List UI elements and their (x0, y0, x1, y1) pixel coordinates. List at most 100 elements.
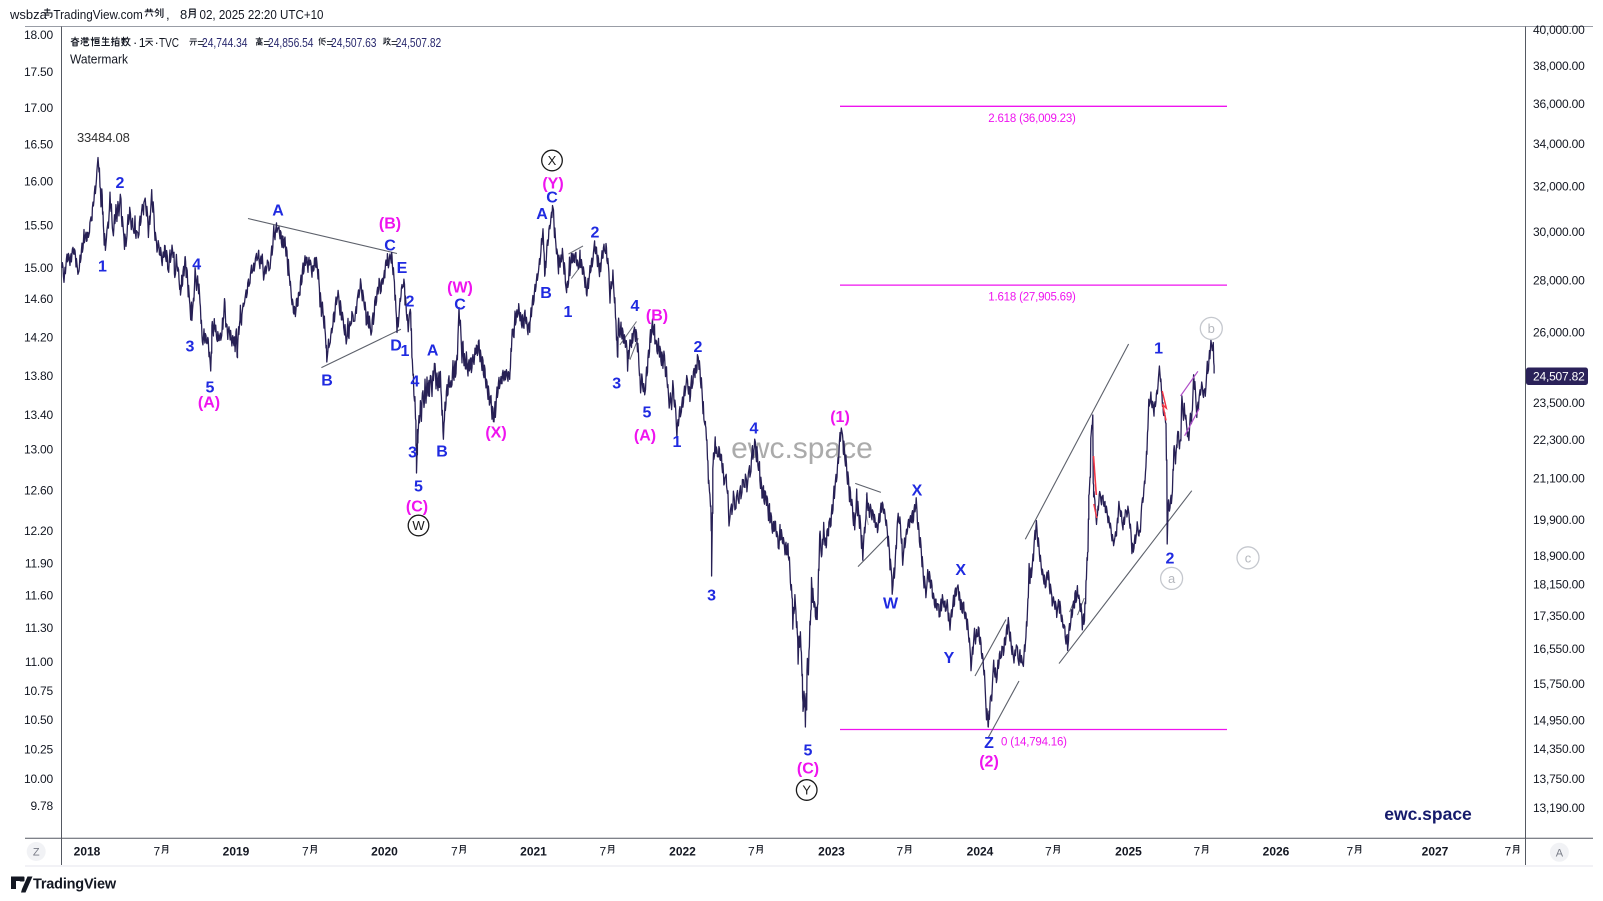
svg-text:38,000.00: 38,000.00 (1533, 59, 1585, 73)
svg-text:0 (14,794.16): 0 (14,794.16) (1001, 737, 1067, 749)
svg-text:Watermark: Watermark (70, 52, 128, 67)
svg-text:=: = (391, 38, 398, 50)
svg-text:7: 7 (451, 845, 458, 859)
svg-text:9.78: 9.78 (30, 799, 53, 813)
svg-text:7: 7 (302, 845, 309, 859)
svg-text:11.60: 11.60 (25, 588, 54, 602)
svg-text:2018: 2018 (74, 845, 101, 859)
svg-text:2: 2 (694, 339, 703, 356)
svg-text:24,856.54: 24,856.54 (268, 36, 314, 50)
svg-text:21,100.00: 21,100.00 (1533, 472, 1585, 486)
svg-text:2: 2 (406, 294, 415, 311)
svg-text:·: · (133, 35, 137, 50)
svg-text:24,507.82: 24,507.82 (1533, 370, 1585, 384)
svg-text:36,000.00: 36,000.00 (1533, 97, 1585, 111)
svg-text:10.75: 10.75 (24, 684, 54, 698)
svg-text:Z: Z (984, 735, 994, 752)
svg-text:4: 4 (631, 298, 640, 315)
svg-text:(A): (A) (198, 395, 220, 412)
svg-text:5: 5 (206, 380, 215, 397)
svg-text:4: 4 (192, 257, 201, 274)
svg-text:,: , (166, 7, 170, 22)
svg-text:(1): (1) (830, 409, 850, 426)
svg-text:c: c (1245, 550, 1252, 565)
svg-text:A: A (427, 343, 439, 360)
svg-text:26,000.00: 26,000.00 (1533, 325, 1585, 339)
svg-text:10.25: 10.25 (24, 743, 54, 757)
svg-text:7: 7 (1194, 845, 1201, 859)
svg-text:2: 2 (1166, 551, 1175, 568)
svg-text:3: 3 (186, 339, 195, 356)
svg-text:28,000.00: 28,000.00 (1533, 273, 1585, 287)
svg-text:4: 4 (411, 374, 420, 391)
svg-text:3: 3 (612, 376, 621, 393)
svg-text:b: b (1208, 321, 1215, 336)
svg-text:11.30: 11.30 (25, 621, 54, 635)
svg-text:30,000.00: 30,000.00 (1533, 225, 1585, 239)
svg-text:C: C (454, 297, 466, 314)
svg-text:X: X (548, 153, 557, 168)
svg-text:7: 7 (1347, 845, 1354, 859)
svg-text:TradingView.com: TradingView.com (53, 7, 142, 22)
svg-text:7: 7 (154, 845, 161, 859)
svg-text:3: 3 (707, 588, 716, 605)
svg-text:X: X (955, 562, 966, 579)
svg-text:1.618 (27,905.69): 1.618 (27,905.69) (988, 292, 1076, 304)
svg-text:ewc.space: ewc.space (1384, 804, 1472, 824)
svg-text:2022: 2022 (669, 845, 696, 859)
svg-text:2.618 (36,009.23): 2.618 (36,009.23) (988, 113, 1076, 125)
svg-text:16.00: 16.00 (24, 174, 54, 188)
svg-text:17,350.00: 17,350.00 (1533, 609, 1585, 623)
svg-text:C: C (384, 238, 396, 255)
svg-text:2026: 2026 (1263, 845, 1290, 859)
svg-text:12.20: 12.20 (24, 524, 54, 538)
svg-text:23,500.00: 23,500.00 (1533, 396, 1585, 410)
svg-text:13,190.00: 13,190.00 (1533, 801, 1585, 815)
svg-text:Y: Y (944, 650, 955, 667)
svg-text:wsbza: wsbza (9, 7, 48, 22)
svg-text:13,750.00: 13,750.00 (1533, 772, 1585, 786)
svg-text:W: W (412, 518, 425, 533)
svg-text:2024: 2024 (967, 845, 994, 859)
svg-text:B: B (436, 444, 448, 461)
svg-text:02, 2025 22:20 UTC+10: 02, 2025 22:20 UTC+10 (200, 7, 324, 22)
svg-text:15,750.00: 15,750.00 (1533, 677, 1585, 691)
svg-text:22,300.00: 22,300.00 (1533, 433, 1585, 447)
svg-text:14,350.00: 14,350.00 (1533, 742, 1585, 756)
svg-text:17.50: 17.50 (24, 65, 54, 79)
svg-text:(C): (C) (406, 499, 428, 516)
svg-text:1: 1 (401, 343, 410, 360)
svg-text:2025: 2025 (1115, 845, 1142, 859)
svg-text:8: 8 (180, 7, 187, 22)
svg-text:7: 7 (600, 845, 607, 859)
svg-text:7: 7 (1505, 845, 1512, 859)
svg-text:TradingView: TradingView (33, 877, 117, 893)
svg-text:Z: Z (33, 847, 40, 859)
svg-text:(A): (A) (634, 428, 656, 445)
svg-text:24,507.63: 24,507.63 (331, 36, 377, 50)
svg-text:2027: 2027 (1422, 845, 1449, 859)
svg-text:12.60: 12.60 (24, 483, 54, 497)
svg-text:2019: 2019 (223, 845, 250, 859)
svg-text:B: B (540, 285, 552, 302)
svg-text:24,744.34: 24,744.34 (202, 36, 248, 50)
svg-text:14.20: 14.20 (24, 331, 54, 345)
svg-text:14.60: 14.60 (24, 292, 54, 306)
svg-text:1: 1 (564, 304, 573, 321)
svg-text:10.00: 10.00 (24, 772, 54, 786)
svg-text:2020: 2020 (371, 845, 398, 859)
svg-text:10.50: 10.50 (24, 713, 54, 727)
svg-text:W: W (883, 596, 899, 613)
svg-text:(B): (B) (646, 308, 668, 325)
svg-text:14,950.00: 14,950.00 (1533, 713, 1585, 727)
svg-text:=: = (263, 38, 270, 50)
svg-text:=: = (197, 38, 204, 50)
svg-text:18.00: 18.00 (24, 28, 54, 42)
svg-text:1: 1 (139, 36, 146, 50)
svg-text:A: A (536, 206, 548, 223)
svg-text:13.80: 13.80 (24, 369, 54, 383)
svg-text:19,900.00: 19,900.00 (1533, 513, 1585, 527)
svg-text:(W): (W) (447, 280, 473, 297)
svg-text:34,000.00: 34,000.00 (1533, 137, 1585, 151)
svg-text:A: A (272, 203, 284, 220)
